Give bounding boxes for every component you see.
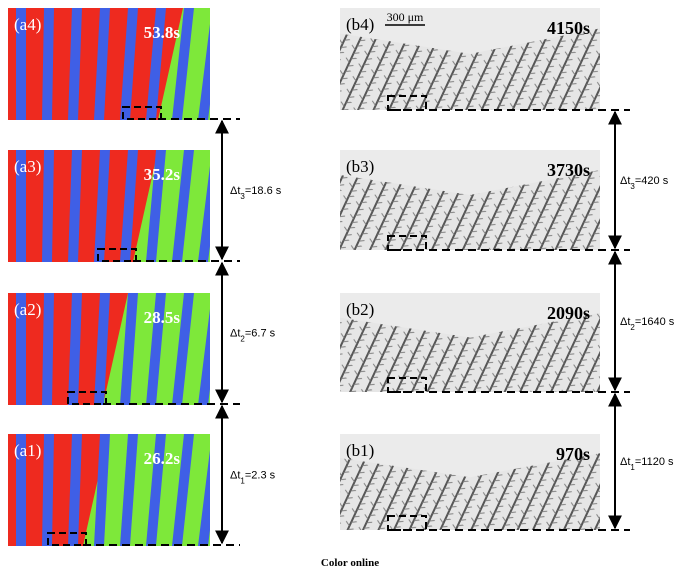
subscript: 1 xyxy=(240,476,245,485)
panel-label: (b1) xyxy=(346,441,374,460)
blue-stripe xyxy=(16,150,26,262)
blue-stripe xyxy=(224,434,250,546)
blue-stripe xyxy=(120,293,138,405)
interval-value: =18.6 s xyxy=(245,185,282,197)
micrograph-panel: (b1) 970s xyxy=(340,434,630,531)
blue-stripe xyxy=(94,434,110,546)
time-label: 3730s xyxy=(547,160,590,180)
blue-stripe xyxy=(42,434,54,546)
panel-label: (b3) xyxy=(346,157,374,176)
box xyxy=(122,106,162,120)
interval-value: =420 s xyxy=(635,175,669,187)
panel-label: (a3) xyxy=(14,157,41,176)
panel-content xyxy=(8,150,250,262)
interval-value: =2.3 s xyxy=(245,470,276,482)
subscript: 2 xyxy=(630,323,635,332)
subscript: 2 xyxy=(240,334,245,343)
panel-content xyxy=(8,293,250,405)
blue-stripe xyxy=(146,8,166,120)
blue-stripe xyxy=(172,293,194,405)
time-label: 26.2s xyxy=(144,449,181,468)
subscript: 3 xyxy=(630,182,635,191)
blue-stripe xyxy=(198,24,210,120)
time-label: 970s xyxy=(556,444,590,464)
blue-stripe xyxy=(172,434,194,546)
blue-stripe xyxy=(146,293,166,405)
blue-stripe xyxy=(68,434,82,546)
delta: Δt xyxy=(620,456,630,468)
blue-stripe xyxy=(198,450,210,546)
simulation-panel: (a4) 53.8s xyxy=(8,8,250,120)
interval-label: Δt2=1640 s xyxy=(620,316,675,332)
blue-stripe xyxy=(224,293,250,405)
blue-stripe xyxy=(16,293,26,405)
blue-stripe xyxy=(94,150,110,262)
liquid-region xyxy=(340,8,600,54)
micrograph-panel: (b3) 3730s xyxy=(340,150,630,251)
liquid-region xyxy=(340,434,600,478)
blue-stripe xyxy=(146,150,166,262)
interval-label: Δt3=420 s xyxy=(620,175,669,191)
blue-stripe xyxy=(42,8,54,120)
simulation-panel: (a3) 35.2s xyxy=(8,150,250,262)
simulation-panel: (a2) 28.5s xyxy=(8,293,250,405)
panel-content xyxy=(8,8,250,120)
time-label: 35.2s xyxy=(144,165,181,184)
interval-label: Δt3=18.6 s xyxy=(230,185,282,201)
interval-label: Δt2=6.7 s xyxy=(230,328,276,344)
blue-stripe xyxy=(224,8,250,120)
time-label: 53.8s xyxy=(144,23,181,42)
simulation-panel: (a1) 26.2s xyxy=(8,434,250,546)
blue-stripe xyxy=(146,434,166,546)
panel-label: (a4) xyxy=(14,15,41,34)
blue-stripe xyxy=(16,434,26,546)
blue-stripe xyxy=(198,166,210,262)
scale-bar-label: 300 μm xyxy=(387,10,424,24)
blue-stripe xyxy=(172,8,194,120)
delta: Δt xyxy=(620,175,630,187)
blue-stripe xyxy=(68,150,82,262)
liquid-region xyxy=(340,150,600,195)
subscript: 3 xyxy=(240,192,245,201)
liquid-region xyxy=(340,293,600,338)
time-label: 4150s xyxy=(547,18,590,38)
blue-stripe xyxy=(94,293,110,405)
blue-stripe xyxy=(198,309,210,405)
delta: Δt xyxy=(230,328,240,340)
box xyxy=(47,532,87,546)
time-label: 28.5s xyxy=(144,308,181,327)
blue-stripe xyxy=(16,8,26,120)
subscript: 1 xyxy=(630,463,635,472)
interval-label: Δt1=1120 s xyxy=(620,456,674,472)
box xyxy=(97,248,137,262)
delta: Δt xyxy=(230,470,240,482)
panel-label: (a1) xyxy=(14,441,41,460)
blue-stripe xyxy=(120,434,138,546)
blue-stripe xyxy=(224,150,250,262)
micrograph-panel: (b4) 4150s xyxy=(340,8,630,111)
blue-stripe xyxy=(42,150,54,262)
panel-label: (a2) xyxy=(14,300,41,319)
time-label: 2090s xyxy=(547,303,590,323)
interval-label: Δt1=2.3 s xyxy=(230,470,276,486)
blue-stripe xyxy=(94,8,110,120)
blue-stripe xyxy=(172,150,194,262)
blue-stripe xyxy=(42,293,54,405)
interval-value: =1640 s xyxy=(635,316,675,328)
blue-stripe xyxy=(68,8,82,120)
caption: Color online xyxy=(321,557,379,569)
panel-content xyxy=(8,434,250,546)
interval-value: =1120 s xyxy=(635,456,674,468)
panel-label: (b4) xyxy=(346,15,374,34)
interval-value: =6.7 s xyxy=(245,328,276,340)
delta: Δt xyxy=(620,316,630,328)
panel-label: (b2) xyxy=(346,300,374,319)
delta: Δt xyxy=(230,185,240,197)
box xyxy=(67,391,107,405)
blue-stripe xyxy=(120,150,138,262)
micrograph-panel: (b2) 2090s xyxy=(340,293,630,393)
blue-stripe xyxy=(120,8,138,120)
blue-stripe xyxy=(68,293,82,405)
